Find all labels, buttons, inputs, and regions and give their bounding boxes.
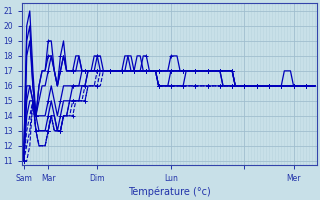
X-axis label: Température (°c): Température (°c) xyxy=(128,186,211,197)
